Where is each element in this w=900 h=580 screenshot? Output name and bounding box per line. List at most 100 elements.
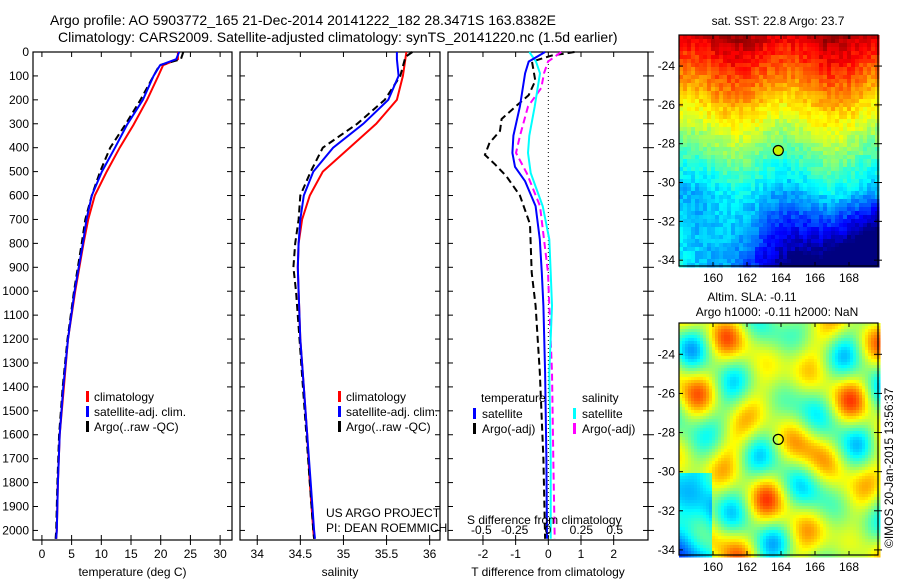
map-cell (779, 47, 784, 52)
map-cell (754, 365, 758, 369)
map-cell (731, 55, 736, 60)
map-cell (856, 344, 860, 348)
map-cell (799, 55, 804, 60)
map-cell (867, 79, 872, 84)
map-cell (799, 239, 804, 244)
map-cell (807, 91, 812, 96)
map-cell (730, 338, 734, 342)
map-cell (679, 39, 684, 44)
map-cell (751, 329, 755, 333)
map-cell (739, 171, 744, 176)
map-cell (823, 215, 828, 220)
map-cell (851, 47, 856, 52)
map-cell (867, 47, 872, 52)
map-cell (700, 350, 704, 354)
map-cell (735, 115, 740, 120)
map-cell (751, 383, 755, 387)
map-cell (739, 239, 744, 244)
map-cell (691, 75, 696, 80)
map-cell (683, 115, 688, 120)
map-cell (697, 335, 701, 339)
map-cell (799, 338, 803, 342)
map-cell (759, 139, 764, 144)
map-cell (847, 171, 852, 176)
map-cell (807, 227, 812, 232)
map-cell (779, 99, 784, 104)
map-cell (759, 35, 764, 40)
map-cell (850, 398, 854, 402)
map-cell (767, 51, 772, 56)
map-cell (851, 123, 856, 128)
map-cell (787, 374, 791, 378)
map-cell (691, 199, 696, 204)
map-cell (862, 371, 866, 375)
map-cell (709, 356, 713, 360)
map-cell (723, 135, 728, 140)
y-tick-label: 400 (9, 141, 29, 155)
map-cell (815, 235, 820, 240)
map-cell (851, 171, 856, 176)
map-cell (679, 235, 684, 240)
map-cell (751, 183, 756, 188)
map-cell (823, 123, 828, 128)
map-cell (715, 179, 720, 184)
map-cell (871, 143, 876, 148)
map-cell (763, 335, 767, 339)
map-cell (751, 259, 756, 264)
map-cell (855, 75, 860, 80)
map-cell (835, 71, 840, 76)
map-cell (811, 359, 815, 363)
map-cell (739, 35, 744, 40)
map-cell (847, 195, 852, 200)
map-cell (875, 211, 880, 216)
map-cell (823, 326, 827, 330)
map-cell (731, 179, 736, 184)
map-cell (695, 147, 700, 152)
map-cell (743, 163, 748, 168)
map-cell (796, 359, 800, 363)
map-cell (775, 344, 779, 348)
map-cell (747, 187, 752, 192)
map-cell (755, 251, 760, 256)
map-cell (723, 79, 728, 84)
map-cell (759, 91, 764, 96)
map-cell (847, 365, 851, 369)
map-cell (712, 359, 716, 363)
map-cell (711, 183, 716, 188)
map-cell (775, 131, 780, 136)
map-cell (727, 235, 732, 240)
map-cell (791, 67, 796, 72)
map-cell (707, 147, 712, 152)
map-cell (707, 115, 712, 120)
map-cell (784, 365, 788, 369)
map-cell (863, 227, 868, 232)
map-cell (683, 215, 688, 220)
map-cell (699, 123, 704, 128)
map-cell (803, 263, 808, 268)
map-cell (711, 171, 716, 176)
map-cell (691, 175, 696, 180)
map-cell (843, 163, 848, 168)
map-cell (868, 335, 872, 339)
map-cell (807, 167, 812, 172)
map-cell (799, 380, 803, 384)
map-cell (707, 131, 712, 136)
map-cell (863, 67, 868, 72)
map-cell (791, 239, 796, 244)
map-cell (703, 175, 708, 180)
map-cell (688, 398, 692, 402)
map-cell (847, 75, 852, 80)
map-cell (747, 191, 752, 196)
map-cell (739, 374, 743, 378)
map-cell (719, 231, 724, 236)
map-cell (775, 155, 780, 160)
map-cell (755, 191, 760, 196)
map-cell (679, 123, 684, 128)
map-cell (856, 359, 860, 363)
map-cell (727, 127, 732, 132)
map-cell (760, 374, 764, 378)
map-cell (715, 341, 719, 345)
map-cell (682, 380, 686, 384)
map-cell (727, 139, 732, 144)
map-cell (779, 87, 784, 92)
